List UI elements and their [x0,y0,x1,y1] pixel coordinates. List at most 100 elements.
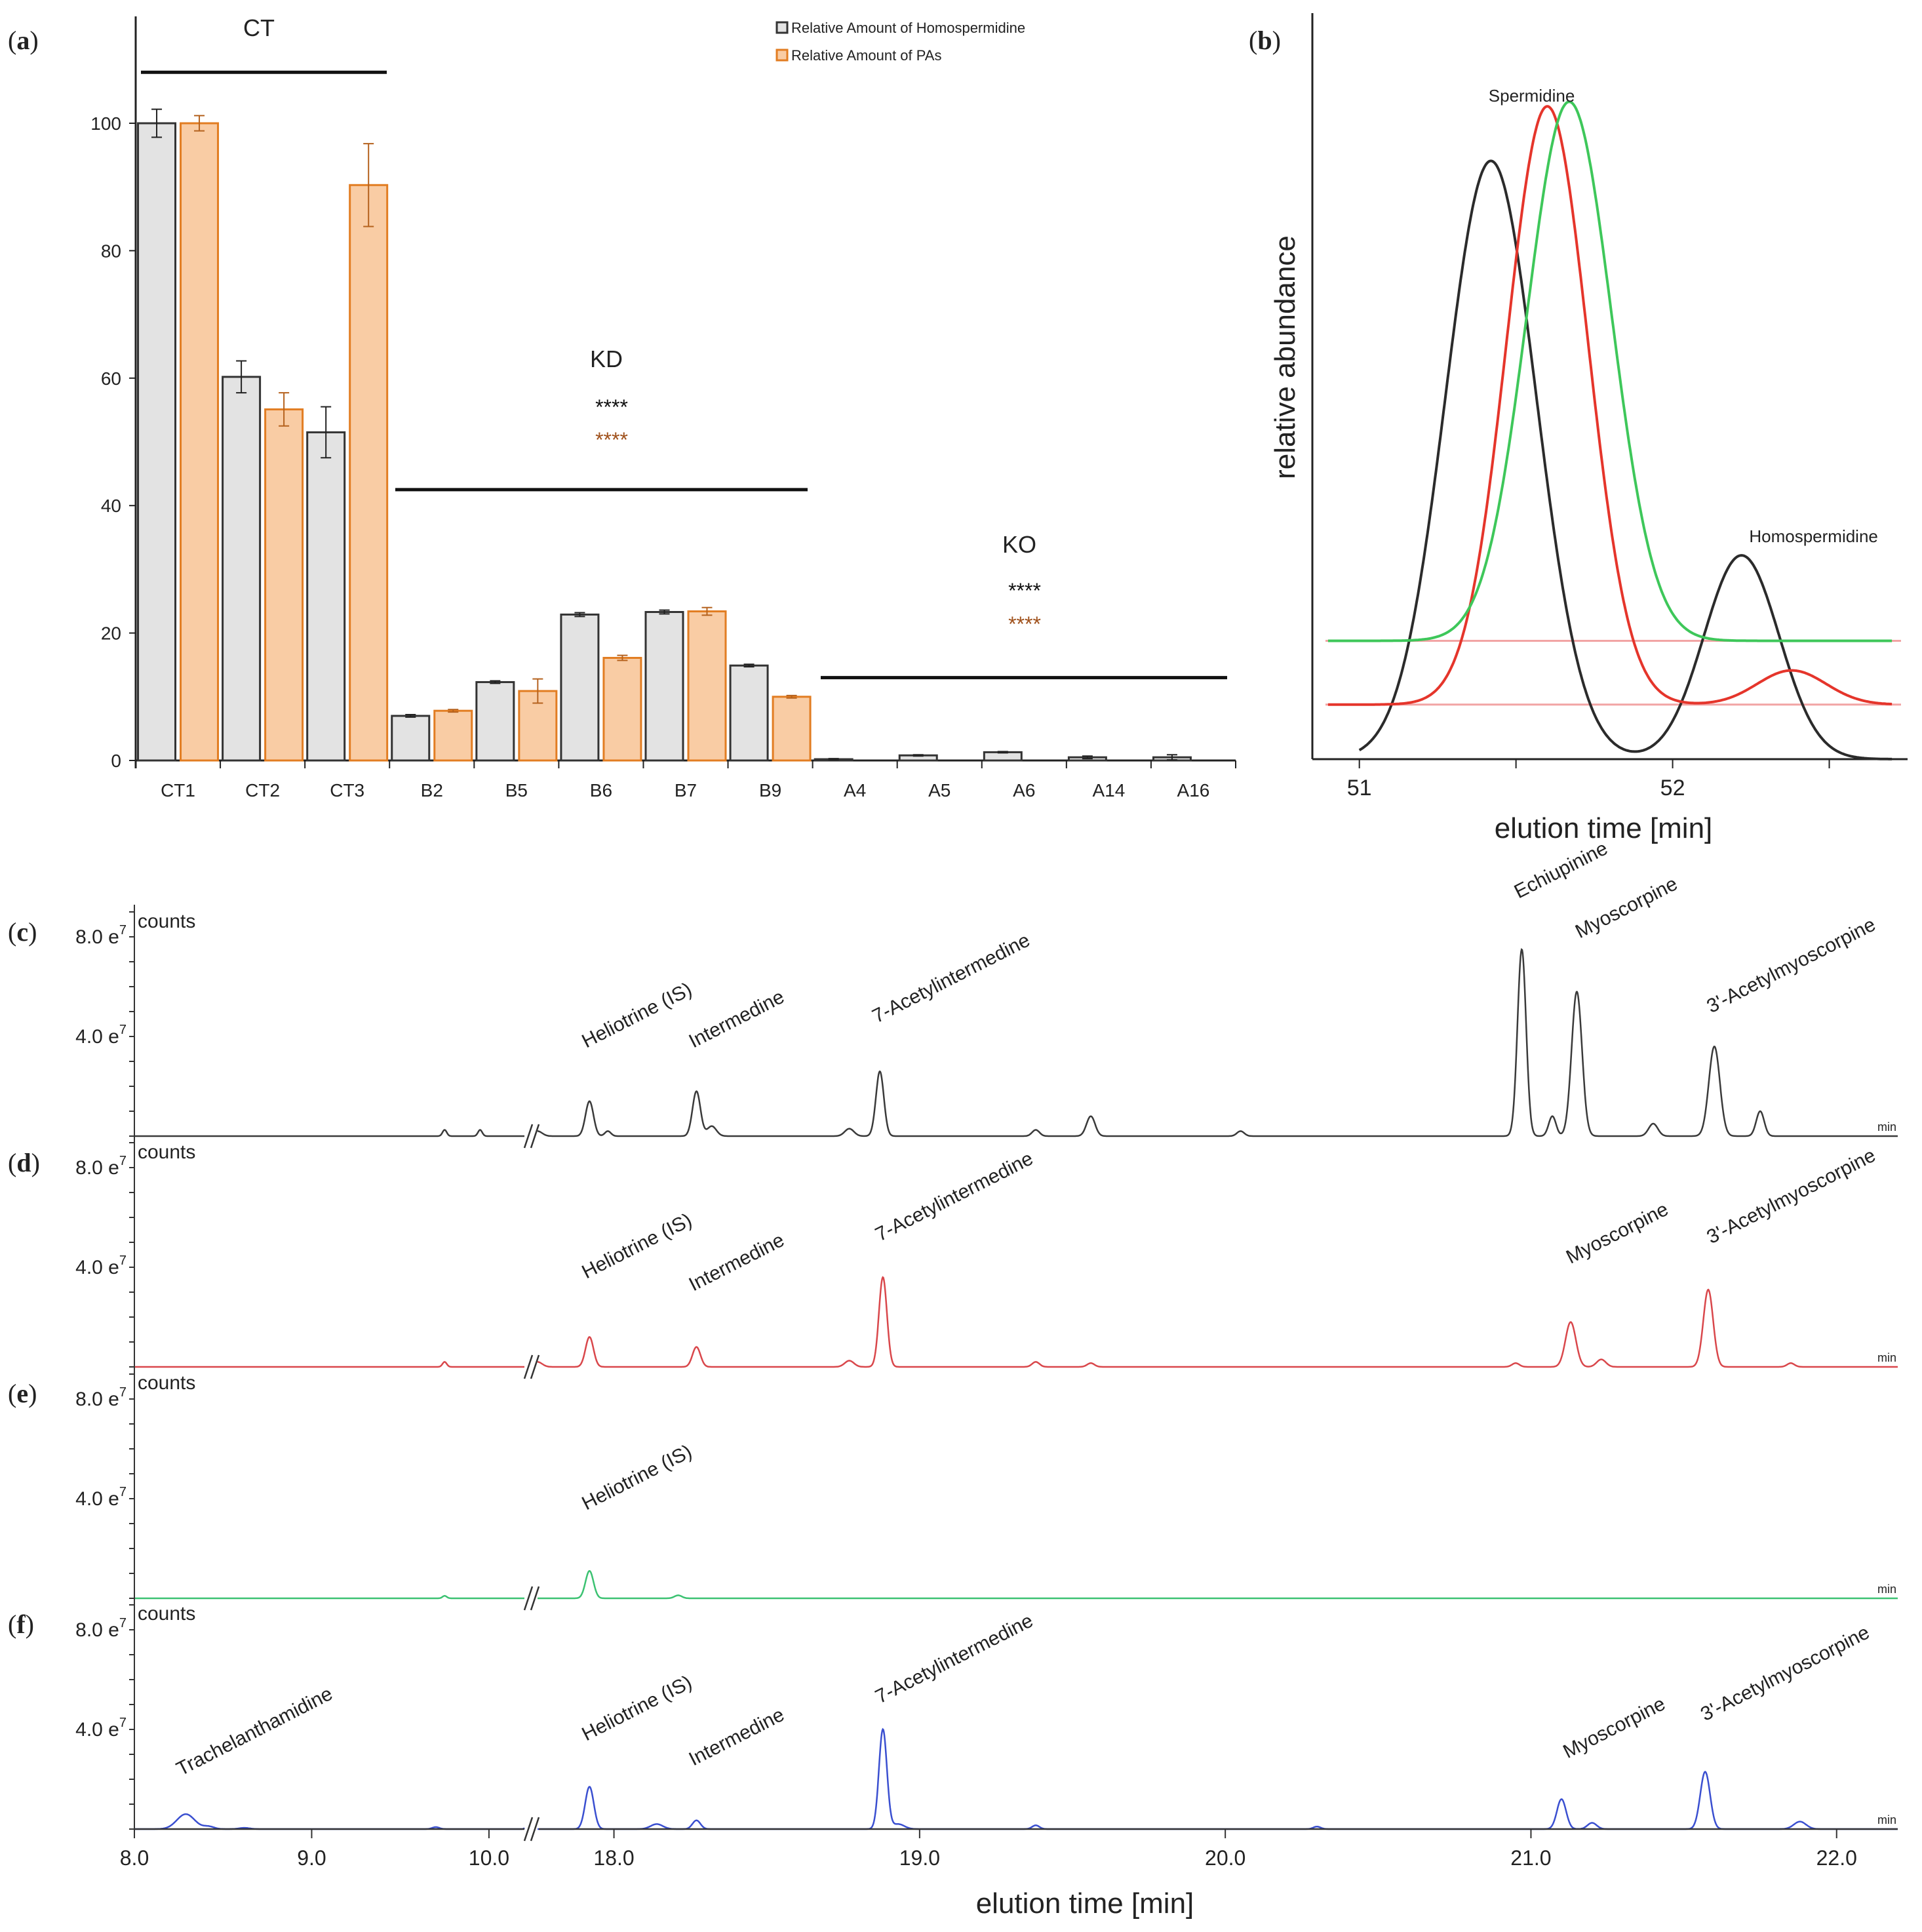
bar-pas [602,657,642,762]
panel-label-d: (d) [8,1148,40,1177]
panel-label-letter: f [16,1609,26,1639]
x-tick-label: 18.0 [593,1846,634,1870]
y-tick-label: 80 [101,241,121,261]
y-tick-label: 4.0 e7 [75,1485,127,1510]
chromatogram-trace-segment [134,1813,525,1830]
group-label-ct: CT [243,14,275,41]
peak-label: Myoscorpine [1559,1693,1669,1763]
axis-break-mark [530,1817,540,1842]
peak-label: Heliotrine (IS) [578,1210,695,1284]
y-tick-label: 4.0 e7 [75,1023,127,1048]
panel-label-close: ) [28,917,37,947]
x-category-label: CT2 [245,780,280,800]
axis-break-mark [523,1354,534,1379]
chromatogram-trace-segment [134,1129,524,1137]
y-tick-mantissa: 8.0 e [75,1389,119,1410]
x-tick-label: 19.0 [899,1846,940,1870]
peak-label: Heliotrine (IS) [578,1672,695,1746]
y-axis-title: relative abundance [1269,235,1301,479]
chromatogram-trace-segment [538,1276,1898,1368]
x-category-label: B2 [421,780,443,800]
x-category-label: A14 [1092,780,1125,800]
y-tick-label: 0 [111,751,121,771]
x-axis-title: elution time [min] [1495,812,1713,844]
axis-break-mark [530,1586,540,1611]
x-tick-label: 22.0 [1816,1846,1857,1870]
panel-label-letter: d [16,1148,31,1177]
x-tick-label: 9.0 [297,1846,326,1870]
bar-pas [687,610,727,762]
peak-label: Myoscorpine [1563,1198,1672,1269]
y-tick-label: 4.0 e7 [75,1253,127,1278]
trace-green [1327,100,1893,642]
x-category-label: A5 [928,780,951,800]
panel-label-e: (e) [8,1379,37,1408]
peak-label: Heliotrine (IS) [578,1441,695,1515]
bar-chart-panel-a: (a) 0 20 40 60 80 100 CT1 CT2 CT3 B2 B5 B6 B7 B9 A4 A5 A6… [8,14,1236,800]
x-category-label: B6 [590,780,612,800]
chromatogram-trace-segment [538,1569,1898,1600]
y-axis-unit-label: counts [138,1603,195,1625]
bar-pas [772,696,812,762]
y-tick-mantissa: 4.0 e [75,1257,119,1278]
panel-label-c: (c) [8,917,37,947]
panel-label-open: ( [1249,26,1257,55]
panel-label-letter: e [16,1379,28,1408]
significance-stars-homospermidine: **** [1008,579,1041,602]
peak-label: 3'-Acetylmyoscorpine [1703,914,1879,1017]
x-tick-label: 20.0 [1205,1846,1245,1870]
y-tick-label: 8.0 e7 [75,1385,127,1410]
panel-label-open: ( [8,26,16,55]
axis-break-mark [530,1124,540,1149]
bar-homospermidine [306,431,346,762]
y-tick-label: 20 [101,623,121,644]
panel-label-close: ) [29,26,38,55]
y-axis-unit-label: counts [138,911,195,932]
y-tick-exponent: 7 [119,1154,127,1168]
peak-label: Intermedine [686,1229,788,1295]
chromatogram-trace-segment [538,948,1898,1137]
significance-stars-pas: **** [595,428,628,452]
peak-label: Echiupinine [1511,837,1611,903]
panel-label-close: ) [31,1148,40,1177]
panel-label-close: ) [1272,26,1281,55]
time-unit-label: min [1877,1351,1896,1364]
bar-pas [433,709,473,762]
x-tick-label: 8.0 [120,1846,149,1870]
y-tick-mantissa: 4.0 e [75,1488,119,1510]
group-label-kd: KD [590,345,623,372]
panel-label-f: (f) [8,1609,34,1639]
y-tick-exponent: 7 [119,1385,127,1400]
bar-homospermidine [729,664,769,762]
significance-stars-pas: **** [1008,612,1041,636]
panel-label-close: ) [26,1609,34,1639]
legend-entry: Relative Amount of Homospermidine [791,20,1025,36]
panel-label-b: (b) [1249,26,1281,55]
trace-black [1358,159,1893,760]
panel-label-close: ) [28,1379,37,1408]
peak-label: Heliotrine (IS) [578,979,695,1053]
legend: Relative Amount of Homospermidine Relativ… [775,20,1025,64]
y-tick-exponent: 7 [119,1616,127,1630]
peak-label: 3'-Acetylmyoscorpine [1703,1145,1879,1248]
trace-red [1327,105,1893,706]
y-tick-mantissa: 8.0 e [75,1157,119,1179]
panel-label-open: ( [8,1148,16,1177]
panel-label-a: (a) [8,26,39,55]
y-tick-label: 8.0 e7 [75,1154,127,1179]
y-tick-exponent: 7 [119,1716,127,1730]
peak-label: 7-Acetylintermedine [872,1147,1036,1246]
x-tick-label: 10.0 [469,1846,509,1870]
bar-homospermidine [475,680,515,762]
y-tick-label: 4.0 e7 [75,1716,127,1741]
y-tick-label: 40 [101,496,121,516]
bar-pas [349,184,389,762]
peak-label: 7-Acetylintermedine [872,1609,1036,1708]
bar-homospermidine [137,122,177,762]
panel-label-letter: c [16,917,28,947]
